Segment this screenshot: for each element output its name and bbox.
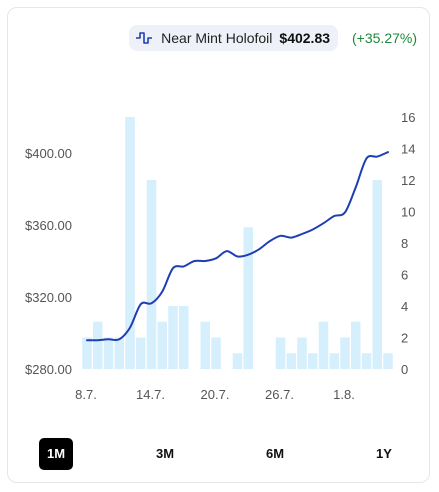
right-axis-tick: 8 <box>401 236 408 251</box>
volume-bar <box>82 337 92 369</box>
volume-bar <box>275 337 286 369</box>
volume-bar <box>136 337 146 369</box>
volume-bar <box>114 337 124 369</box>
x-axis-tick: 1.8. <box>333 387 355 402</box>
volume-bar <box>93 321 103 369</box>
right-axis-tick: 6 <box>401 268 408 283</box>
right-axis-tick: 0 <box>401 362 408 377</box>
right-axis-tick: 2 <box>401 331 408 346</box>
volume-bar <box>383 353 393 369</box>
volume-bar <box>211 337 221 369</box>
x-axis-tick: 8.7. <box>75 387 97 402</box>
x-axis-tick: 20.7. <box>201 387 230 402</box>
left-axis-tick: $280.00 <box>25 362 72 377</box>
volume-bars <box>82 117 393 369</box>
right-axis-tick: 4 <box>401 299 408 314</box>
chart-legend: Near Mint Holofoil $402.83 (+35.27%) <box>129 25 417 51</box>
right-axis-labels: 0 2 4 6 8 10 12 14 16 <box>401 110 415 377</box>
pulse-line-icon <box>136 32 153 44</box>
volume-bar <box>200 321 210 369</box>
range-button-3m[interactable]: 3M <box>155 446 175 461</box>
volume-bar <box>243 227 253 369</box>
time-range-selector: 1M 3M 6M 1Y <box>39 438 399 470</box>
left-axis-tick: $400.00 <box>25 146 72 161</box>
volume-bar <box>103 337 114 369</box>
volume-bar <box>179 306 189 369</box>
price-line-group <box>86 151 389 342</box>
x-axis-tick: 14.7. <box>136 387 165 402</box>
range-button-1m[interactable]: 1M <box>39 438 73 470</box>
left-axis-labels: $280.00 $320.00 $360.00 $400.00 <box>25 146 72 377</box>
left-axis-tick: $360.00 <box>25 218 72 233</box>
price-history-card <box>7 7 430 483</box>
range-button-1y[interactable]: 1Y <box>376 446 392 461</box>
volume-bar <box>329 353 339 369</box>
volume-bar <box>361 353 372 369</box>
x-axis-tick: 26.7. <box>265 387 294 402</box>
legend-percent-change: (+35.27%) <box>352 30 417 46</box>
volume-bar <box>297 337 307 369</box>
left-axis-tick: $320.00 <box>25 290 72 305</box>
volume-bar <box>351 321 361 369</box>
volume-bar <box>168 306 178 369</box>
x-axis-labels: 8.7. 14.7. 20.7. 26.7. 1.8. <box>75 387 355 402</box>
right-axis-tick: 10 <box>401 205 415 220</box>
volume-bar <box>125 117 135 369</box>
legend-current-price: $402.83 <box>279 30 331 46</box>
volume-bar <box>232 353 243 369</box>
volume-bar <box>372 180 382 369</box>
legend-chip[interactable]: Near Mint Holofoil $402.83 <box>129 25 339 51</box>
price-line <box>86 151 389 342</box>
volume-bar <box>340 337 350 369</box>
price-chart: $280.00 $320.00 $360.00 $400.00 0 2 4 6 8 10 12 14… <box>25 110 415 402</box>
volume-bar <box>157 321 167 369</box>
range-button-6m[interactable]: 6M <box>265 446 285 461</box>
volume-bar <box>318 321 329 369</box>
volume-bar <box>308 353 318 369</box>
right-axis-tick: 14 <box>401 142 415 157</box>
legend-series-name: Near Mint Holofoil <box>161 30 273 46</box>
right-axis-tick: 12 <box>401 173 415 188</box>
volume-bar <box>286 353 296 369</box>
right-axis-tick: 16 <box>401 110 415 125</box>
volume-bar <box>146 180 157 369</box>
